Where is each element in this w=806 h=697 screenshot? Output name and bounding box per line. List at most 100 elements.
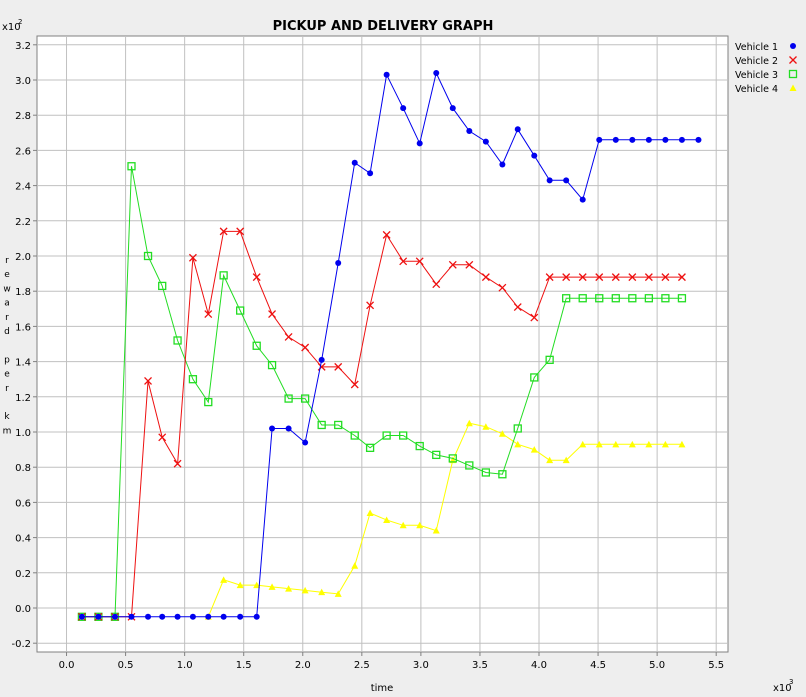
x-tick-label: 4.5 (590, 660, 606, 671)
data-point (351, 562, 359, 569)
data-point-stroke (661, 273, 670, 282)
data-point (415, 257, 424, 266)
data-point (578, 273, 587, 282)
data-point (399, 431, 408, 440)
data-point (285, 425, 292, 432)
data-point (301, 586, 309, 594)
data-point (236, 306, 245, 315)
data-point (188, 253, 197, 262)
data-point (366, 301, 375, 310)
y-axis-ticks: -0.2 0.0 0.2 0.4 0.6 0.8 1.0 1.2 1.4 1.6 1.8 2.0 2.2… (11, 41, 37, 650)
data-point (302, 439, 309, 446)
data-point (415, 441, 424, 451)
data-point-stroke (595, 273, 604, 282)
data-point (204, 310, 213, 319)
data-point (219, 227, 228, 236)
data-point (465, 461, 474, 470)
x-tick-label: 2.5 (354, 660, 370, 671)
y-axis-label-char: r (5, 313, 9, 323)
data-point (481, 273, 490, 282)
data-point-stroke (644, 273, 653, 282)
data-point-stroke (382, 230, 391, 239)
y-axis-label-char: d (4, 327, 10, 337)
data-point (236, 227, 245, 236)
x-axis-label: time (371, 683, 394, 694)
data-point (301, 343, 310, 352)
data-point (514, 126, 521, 133)
x-tick-label: 1.5 (236, 660, 252, 671)
data-point (645, 136, 652, 143)
data-point (416, 521, 424, 529)
x-tick-label: 3.0 (413, 660, 429, 671)
data-point (253, 581, 261, 589)
y-axis-label-char: e (4, 270, 10, 280)
legend: Vehicle 1 Vehicle 2 Vehicle 3 Vehicle 4 (735, 42, 798, 95)
legend-label: Vehicle 1 (735, 42, 778, 53)
data-point (350, 431, 359, 440)
data-point-stroke (789, 56, 797, 64)
data-point-stroke (578, 273, 587, 282)
data-point (465, 419, 473, 427)
data-point (530, 373, 539, 382)
data-point (205, 613, 212, 620)
data-point (481, 468, 491, 477)
data-point (498, 430, 506, 437)
data-point (678, 136, 685, 143)
data-point (128, 613, 135, 620)
x-tick-label: 0.5 (118, 660, 134, 671)
data-point (350, 380, 359, 389)
data-point (563, 177, 570, 184)
y-axis-label-char: p (4, 355, 10, 365)
plot-area: 0.0 0.5 1.0 1.5 2.0 2.5 3.0 3.5 4.0 4.5 5.0 5.5 -0.2… (11, 35, 729, 671)
data-point (367, 170, 374, 177)
data-point (514, 440, 522, 448)
series-line (207, 422, 682, 617)
data-point-stroke (677, 273, 686, 282)
data-point (677, 273, 686, 282)
data-point (662, 136, 669, 143)
data-point (578, 294, 587, 303)
data-point (383, 516, 391, 523)
data-point (466, 128, 473, 135)
data-point (695, 136, 702, 143)
data-point-stroke (158, 433, 167, 442)
data-point (173, 459, 182, 468)
data-point (285, 585, 293, 592)
data-point (145, 613, 152, 620)
data-point-stroke (350, 380, 359, 389)
data-point-stroke (204, 310, 213, 319)
data-point (399, 257, 408, 266)
data-point (158, 281, 167, 291)
y-axis-label-char: k (4, 412, 10, 422)
data-point-stroke (366, 301, 375, 310)
data-point (334, 420, 343, 430)
y-axis-label-char: r (5, 384, 9, 394)
data-point (284, 394, 293, 403)
x-tick-label: 2.0 (295, 660, 311, 671)
data-point (432, 527, 440, 534)
data-point (530, 313, 539, 322)
data-point (111, 613, 118, 620)
y-tick-label: 0.8 (15, 463, 31, 474)
data-point (432, 280, 441, 289)
data-point (416, 140, 423, 147)
data-point (562, 294, 571, 303)
data-point (366, 509, 374, 516)
data-point (546, 456, 554, 464)
data-point (595, 294, 604, 303)
x-tick-label: 5.5 (708, 660, 724, 671)
data-point (269, 425, 276, 432)
grid (37, 36, 728, 652)
data-point-stroke (465, 260, 474, 269)
legend-item: Vehicle 3 (735, 69, 798, 81)
data-point (158, 433, 167, 442)
x-scale-base: x10 (773, 683, 792, 694)
data-point-stroke (301, 343, 310, 352)
data-point (268, 310, 277, 319)
y-axis-label-char: r (5, 256, 9, 266)
data-point (579, 440, 587, 448)
data-point (268, 583, 276, 590)
data-point (629, 136, 636, 143)
data-point (284, 333, 293, 341)
